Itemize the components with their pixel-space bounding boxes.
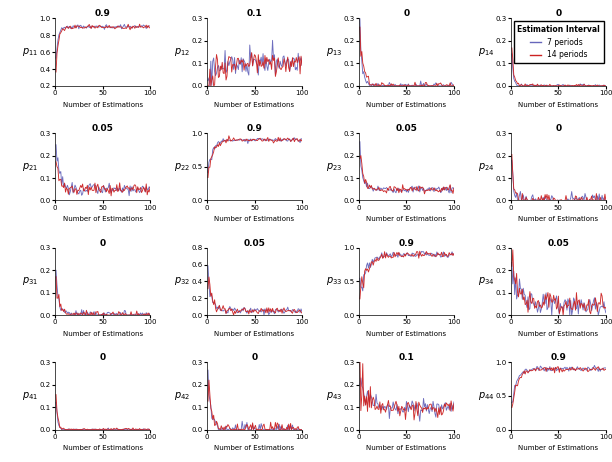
Title: 0: 0 [555,124,561,133]
Y-axis label: $p_{13}$: $p_{13}$ [326,46,342,58]
Y-axis label: $p_{24}$: $p_{24}$ [477,161,494,173]
Y-axis label: $p_{44}$: $p_{44}$ [477,390,494,402]
X-axis label: Number of Estimations: Number of Estimations [367,102,447,108]
Title: 0.9: 0.9 [550,353,566,362]
Title: 0: 0 [403,9,409,18]
X-axis label: Number of Estimations: Number of Estimations [62,216,143,222]
Title: 0: 0 [100,353,106,362]
Title: 0.05: 0.05 [92,124,113,133]
X-axis label: Number of Estimations: Number of Estimations [214,331,294,337]
Y-axis label: $p_{31}$: $p_{31}$ [22,275,38,287]
X-axis label: Number of Estimations: Number of Estimations [214,216,294,222]
X-axis label: Number of Estimations: Number of Estimations [518,445,599,451]
Y-axis label: $p_{23}$: $p_{23}$ [326,161,342,173]
Title: 0.05: 0.05 [548,238,569,248]
X-axis label: Number of Estimations: Number of Estimations [367,331,447,337]
X-axis label: Number of Estimations: Number of Estimations [367,216,447,222]
Title: 0: 0 [100,238,106,248]
X-axis label: Number of Estimations: Number of Estimations [62,331,143,337]
Legend: 7 periods, 14 periods: 7 periods, 14 periods [513,21,604,63]
X-axis label: Number of Estimations: Number of Estimations [214,102,294,108]
X-axis label: Number of Estimations: Number of Estimations [62,445,143,451]
Y-axis label: $p_{14}$: $p_{14}$ [477,46,494,58]
Title: 0.9: 0.9 [95,9,111,18]
X-axis label: Number of Estimations: Number of Estimations [62,102,143,108]
Title: 0.9: 0.9 [247,124,263,133]
Y-axis label: $p_{43}$: $p_{43}$ [326,390,342,402]
X-axis label: Number of Estimations: Number of Estimations [518,331,599,337]
Y-axis label: $p_{22}$: $p_{22}$ [174,161,190,173]
Y-axis label: $p_{34}$: $p_{34}$ [477,275,494,287]
X-axis label: Number of Estimations: Number of Estimations [518,216,599,222]
Title: 0: 0 [252,353,258,362]
Y-axis label: $p_{21}$: $p_{21}$ [22,161,38,173]
Y-axis label: $p_{11}$: $p_{11}$ [22,46,38,58]
Y-axis label: $p_{12}$: $p_{12}$ [174,46,190,58]
Title: 0.1: 0.1 [398,353,414,362]
X-axis label: Number of Estimations: Number of Estimations [367,445,447,451]
Title: 0.9: 0.9 [398,238,414,248]
Title: 0: 0 [555,9,561,18]
Y-axis label: $p_{33}$: $p_{33}$ [326,275,342,287]
Y-axis label: $p_{42}$: $p_{42}$ [174,390,190,402]
Title: 0.05: 0.05 [395,124,417,133]
Y-axis label: $p_{41}$: $p_{41}$ [22,390,38,402]
X-axis label: Number of Estimations: Number of Estimations [518,102,599,108]
Title: 0.05: 0.05 [244,238,266,248]
X-axis label: Number of Estimations: Number of Estimations [214,445,294,451]
Y-axis label: $p_{32}$: $p_{32}$ [174,275,190,287]
Title: 0.1: 0.1 [247,9,263,18]
